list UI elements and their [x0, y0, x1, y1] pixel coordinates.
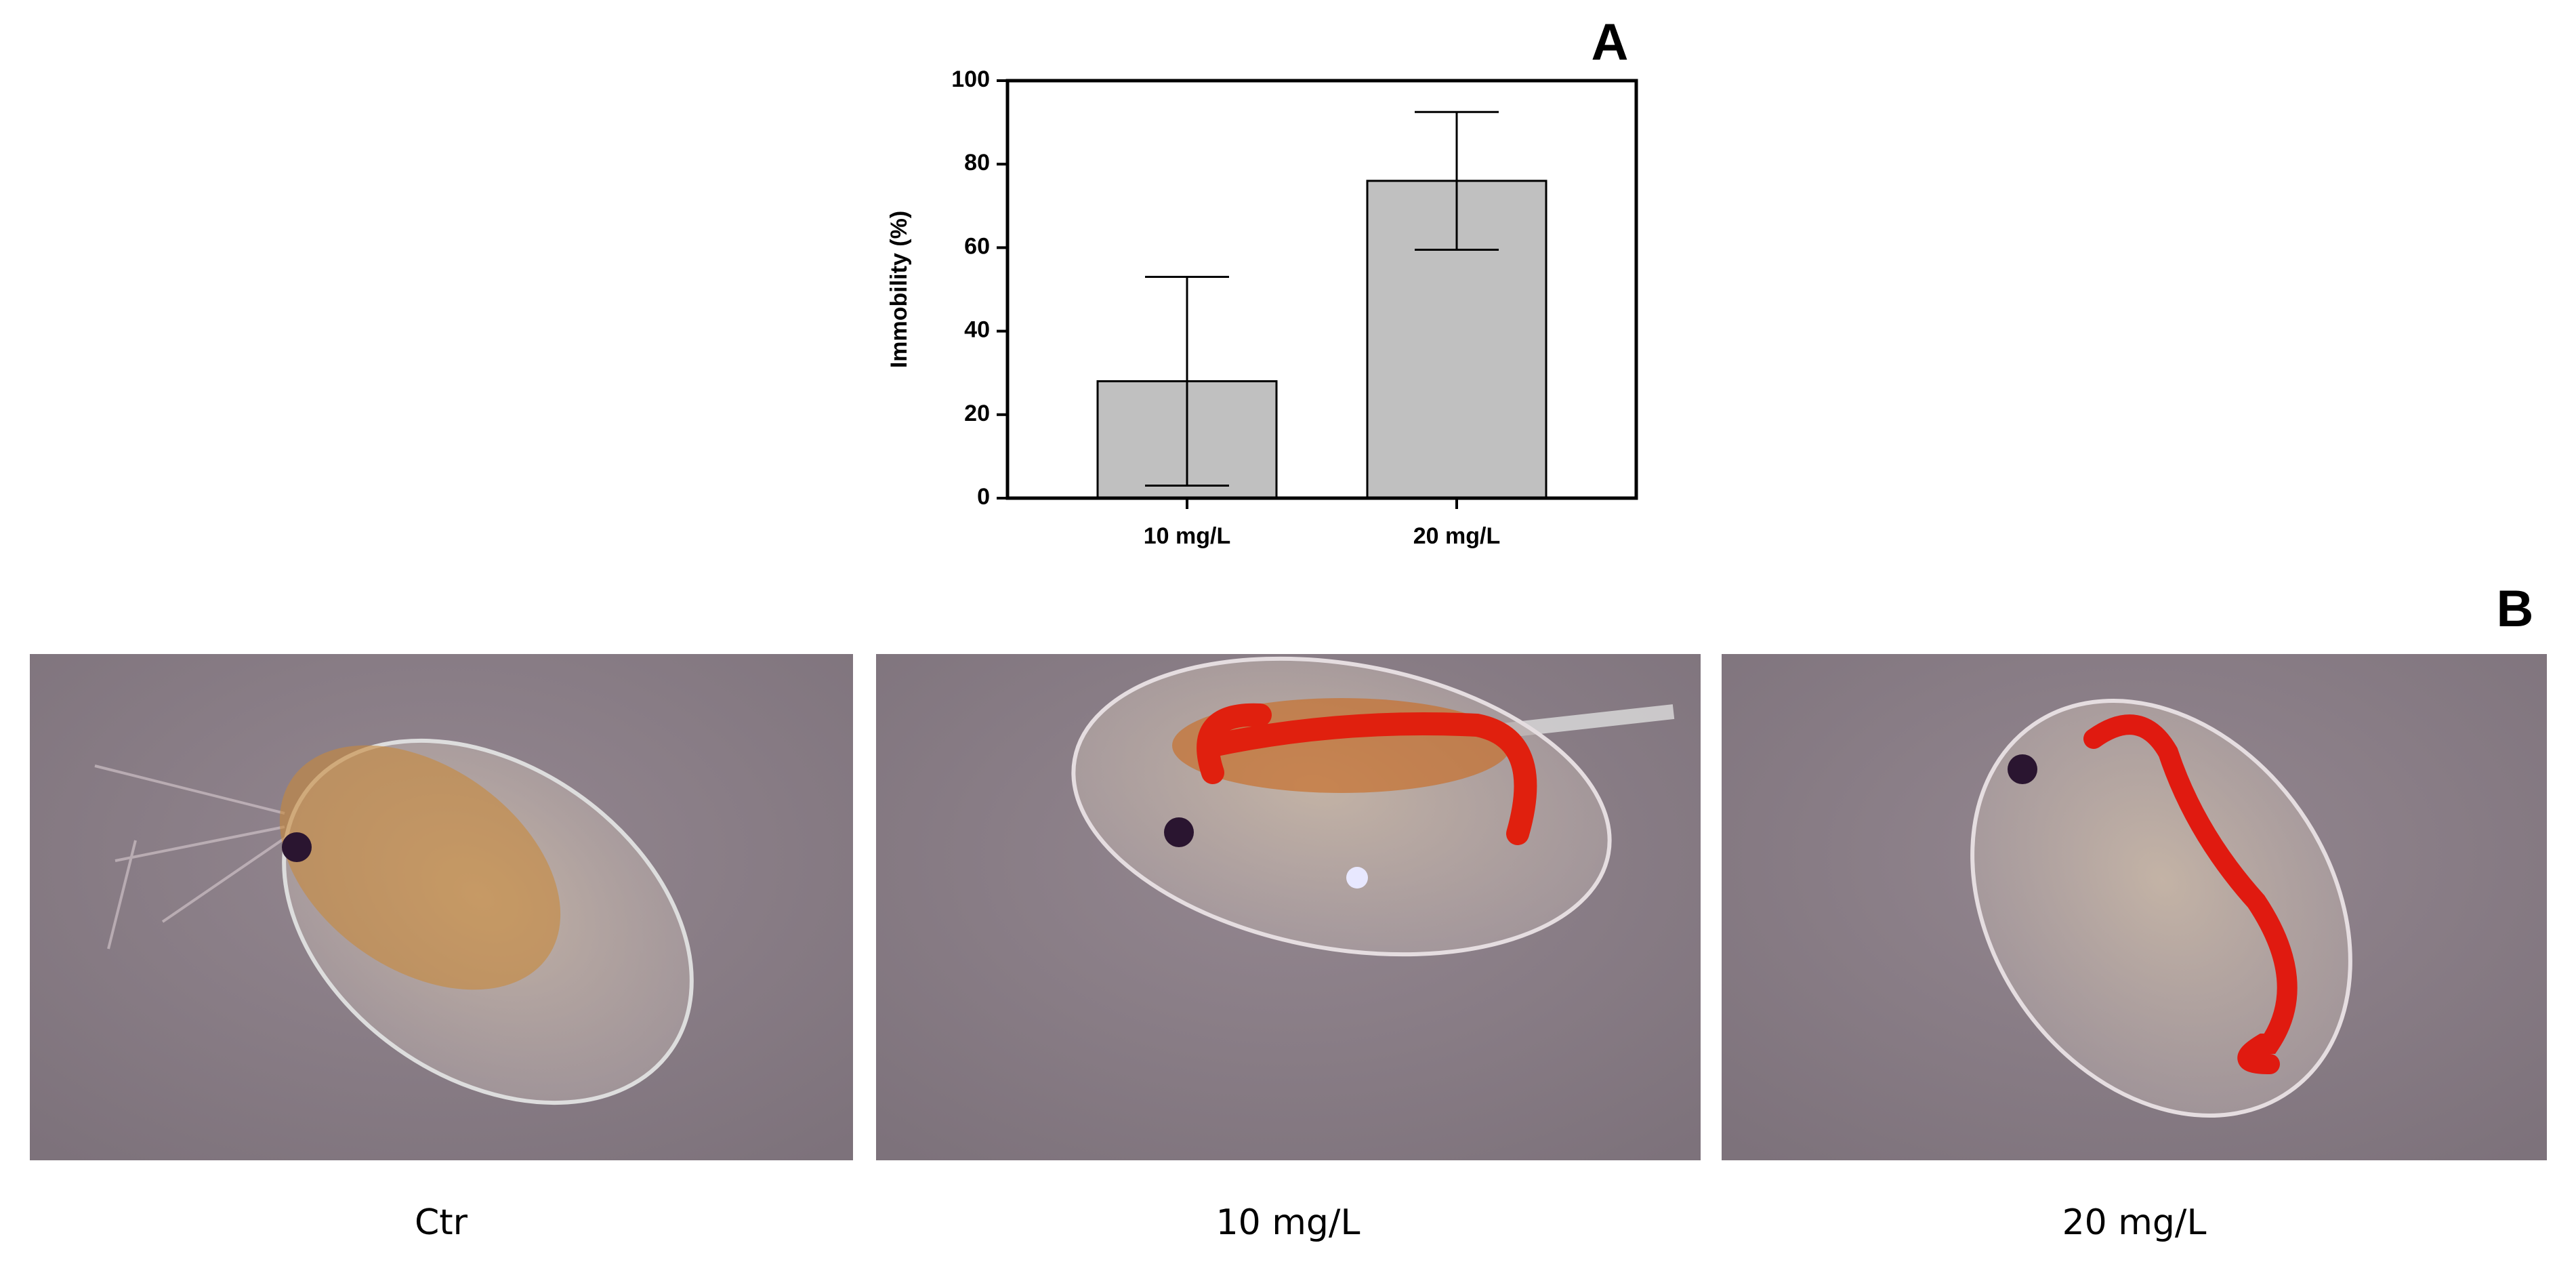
y-tick-label: 20	[964, 401, 990, 426]
y-tick-label: 60	[964, 233, 990, 259]
photo	[30, 654, 853, 1160]
y-tick-label: 40	[964, 317, 990, 343]
panel-label: A	[1592, 14, 1629, 71]
photo-caption: 20 mg/L	[2062, 1202, 2207, 1243]
x-tick-label: 20 mg/L	[1413, 523, 1500, 549]
photo	[1722, 654, 2547, 1160]
photo-caption: 10 mg/L	[1216, 1202, 1360, 1243]
plot-frame	[1005, 79, 1638, 500]
y-tick-label: 80	[964, 150, 990, 176]
panel-label: B	[2497, 580, 2534, 638]
photo-caption: Ctr	[415, 1202, 468, 1243]
y-tick-label: 0	[977, 484, 990, 510]
y-tick-label: 100	[951, 66, 990, 92]
photo	[876, 654, 1701, 1160]
y-axis-label: Immobility (%)	[886, 211, 912, 368]
x-tick-label: 10 mg/L	[1144, 523, 1230, 549]
